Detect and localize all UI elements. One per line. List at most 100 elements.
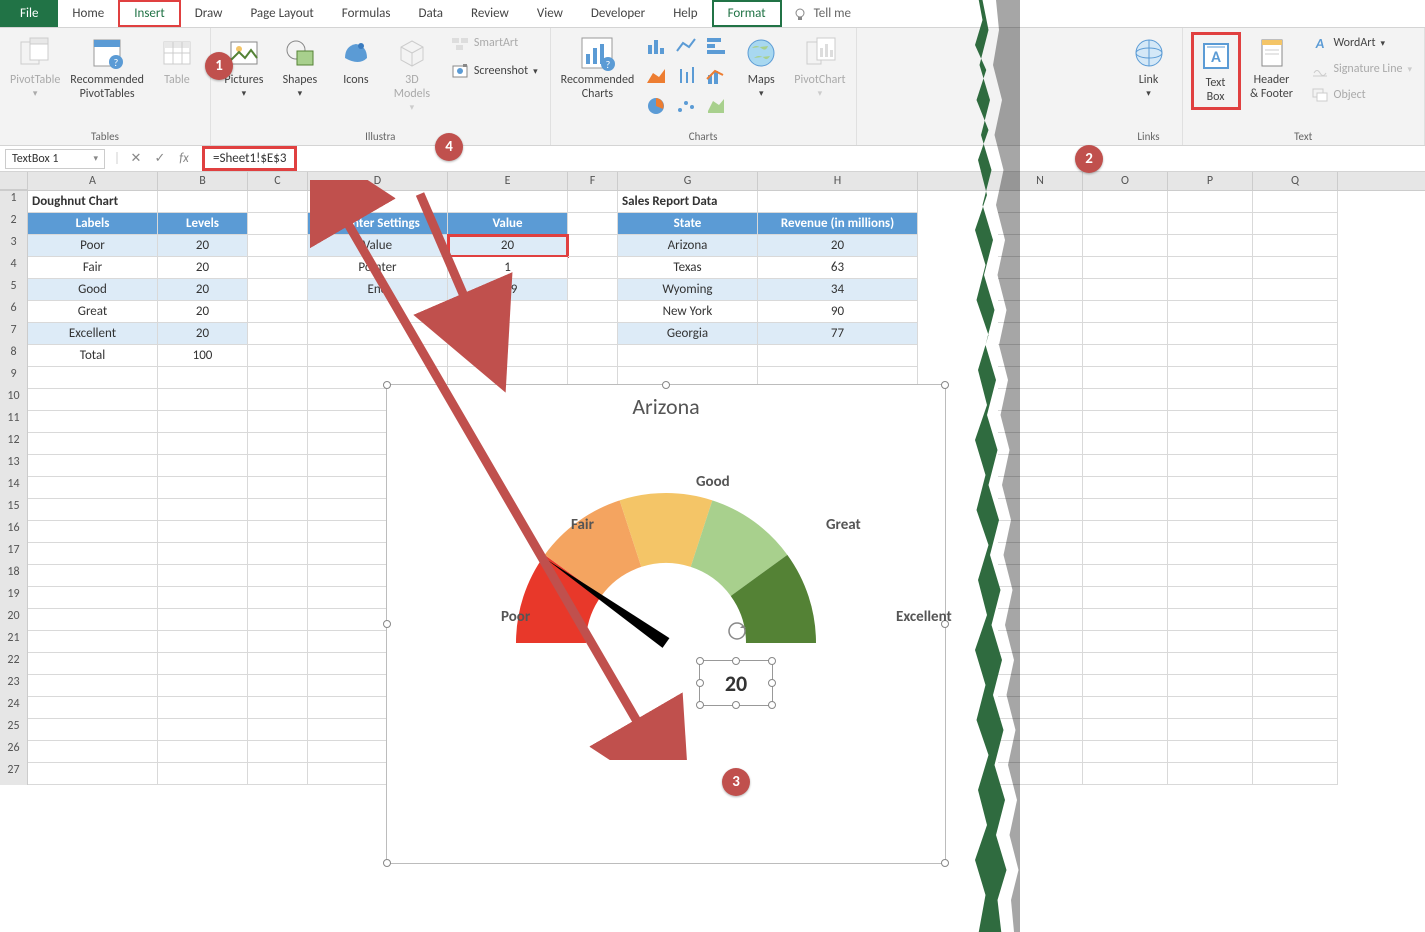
shapes-button[interactable]: Shapes▾ [275,32,325,101]
cell[interactable] [998,521,1083,543]
cell[interactable] [1168,631,1253,653]
cell[interactable] [1168,543,1253,565]
cell[interactable] [28,719,158,741]
cell[interactable]: 20 [158,301,248,323]
cell[interactable] [158,433,248,455]
cell[interactable] [1083,433,1168,455]
cell[interactable] [308,345,448,367]
cell[interactable] [248,433,308,455]
cell[interactable] [28,433,158,455]
cell[interactable] [28,367,158,389]
cell[interactable] [1168,323,1253,345]
cell[interactable] [158,719,248,741]
recommended-pivottables-button[interactable]: ? Recommended PivotTables [68,32,146,104]
cell[interactable]: 20 [158,323,248,345]
row-header[interactable]: 3 [0,235,28,257]
cell[interactable] [248,521,308,543]
cell[interactable] [1253,279,1338,301]
cell[interactable] [248,411,308,433]
cell[interactable] [998,477,1083,499]
col-header-A[interactable]: A [28,172,158,190]
cell[interactable]: Great [28,301,158,323]
pivottable-button[interactable]: PivotTable▾ [8,32,62,101]
cancel-formula-button[interactable]: ✕ [124,151,148,166]
cell[interactable] [1253,213,1338,235]
row-header[interactable]: 7 [0,323,28,345]
text-box-button[interactable]: A Text Box [1191,32,1241,110]
cell[interactable] [158,521,248,543]
fx-button[interactable]: fx [172,151,196,166]
cell[interactable]: Wyoming [618,279,758,301]
row-header[interactable]: 10 [0,389,28,411]
cell[interactable] [998,719,1083,741]
cell[interactable] [1083,301,1168,323]
cell[interactable] [1168,697,1253,719]
cell[interactable] [1083,499,1168,521]
cell[interactable] [248,609,308,631]
cell[interactable] [158,697,248,719]
cell[interactable] [158,609,248,631]
cell[interactable] [248,587,308,609]
cell[interactable]: 100 [158,345,248,367]
tab-data[interactable]: Data [405,0,458,27]
cell[interactable]: 20 [448,235,568,257]
cell[interactable] [1168,675,1253,697]
cell[interactable] [1253,323,1338,345]
cell[interactable] [998,191,1083,213]
cell[interactable] [158,411,248,433]
cell[interactable] [1083,609,1168,631]
cell[interactable] [998,565,1083,587]
cell[interactable] [448,301,568,323]
cell[interactable] [1083,741,1168,763]
cell[interactable] [1168,213,1253,235]
cell[interactable] [568,301,618,323]
cell[interactable] [1083,719,1168,741]
cell[interactable] [1083,763,1168,785]
tell-me[interactable]: Tell me [792,0,851,27]
cell[interactable] [28,653,158,675]
cell[interactable] [998,411,1083,433]
cell[interactable] [1083,477,1168,499]
cell[interactable] [158,741,248,763]
cell[interactable] [998,763,1083,785]
cell[interactable] [1083,323,1168,345]
cell[interactable] [1083,279,1168,301]
cell[interactable] [1168,609,1253,631]
cell[interactable] [1168,499,1253,521]
cell[interactable] [158,565,248,587]
row-header[interactable]: 15 [0,499,28,521]
tab-formulas[interactable]: Formulas [328,0,405,27]
cell[interactable]: 20 [758,235,918,257]
cell[interactable]: 20 [158,257,248,279]
cell[interactable] [1083,389,1168,411]
row-header[interactable]: 18 [0,565,28,587]
cell[interactable] [248,499,308,521]
row-header[interactable]: 13 [0,455,28,477]
cell[interactable] [1083,367,1168,389]
cell[interactable]: 20 [158,235,248,257]
row-header[interactable]: 4 [0,257,28,279]
tab-file[interactable]: File [0,0,58,27]
cell[interactable] [248,455,308,477]
cell[interactable] [1253,543,1338,565]
cell[interactable] [28,609,158,631]
col-header-C[interactable]: C [248,172,308,190]
row-header[interactable]: 26 [0,741,28,763]
cell[interactable] [248,719,308,741]
cell[interactable] [998,697,1083,719]
cell[interactable] [1253,675,1338,697]
cell[interactable] [308,301,448,323]
cell[interactable] [248,653,308,675]
cell[interactable] [998,323,1083,345]
name-box[interactable]: TextBox 1▾ [5,149,105,169]
tab-view[interactable]: View [523,0,577,27]
cell[interactable] [158,653,248,675]
cell[interactable] [618,345,758,367]
cell[interactable] [248,565,308,587]
cell[interactable] [158,499,248,521]
cell[interactable] [1168,763,1253,785]
cell[interactable] [568,279,618,301]
smartart-button[interactable]: SmartArt [447,32,542,54]
cell[interactable] [1168,719,1253,741]
row-header[interactable]: 9 [0,367,28,389]
